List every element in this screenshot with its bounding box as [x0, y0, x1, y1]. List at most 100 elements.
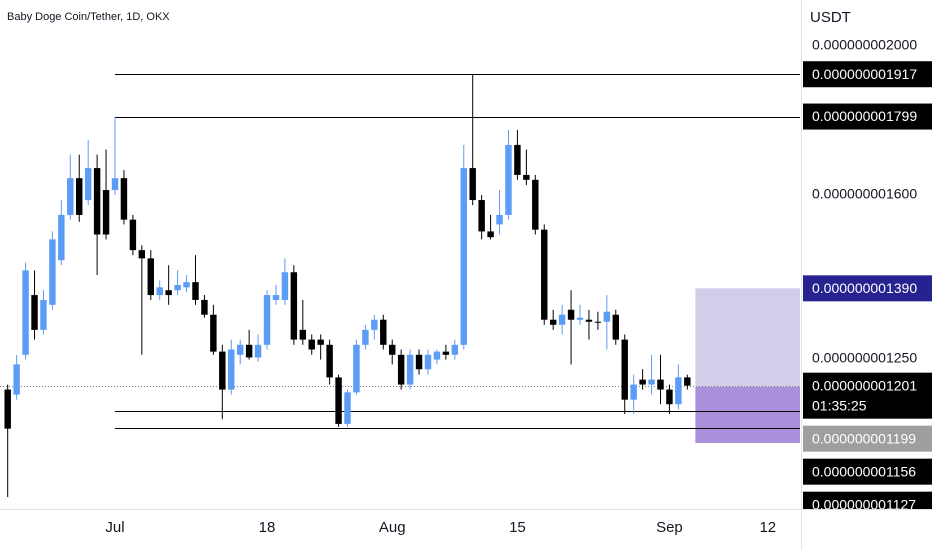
- candle-body: [541, 229, 548, 320]
- price-label-box: [803, 458, 932, 485]
- candle-body: [487, 231, 494, 238]
- candle-body: [22, 270, 29, 355]
- stop-zone: [695, 386, 800, 443]
- candle-body: [389, 344, 396, 355]
- chart-title: Baby Doge Coin/Tether, 1D, OKX: [7, 11, 170, 23]
- price-axis: 0.000000002000 0.000000001600 0.0000000012…: [803, 37, 932, 512]
- candle-body: [451, 344, 459, 355]
- candle-body: [290, 272, 298, 340]
- candle-body: [424, 354, 432, 370]
- candle-body: [31, 295, 38, 330]
- candle-body: [236, 344, 244, 355]
- price-label: 0.000000001199: [812, 430, 916, 446]
- candle-body: [585, 319, 593, 322]
- candle-body: [505, 144, 512, 215]
- candle-body: [630, 384, 637, 400]
- candle-body: [4, 389, 11, 429]
- candle-body: [245, 344, 253, 358]
- candle-body: [612, 314, 620, 340]
- price-label-box: [803, 61, 932, 88]
- price-label: 0.000000001201: [812, 377, 917, 393]
- candle-body: [254, 344, 262, 358]
- candle-body: [84, 168, 92, 201]
- candle-body: [397, 354, 405, 385]
- candle-body: [603, 311, 611, 322]
- candle-body: [76, 178, 83, 215]
- price-label-box: [803, 103, 932, 130]
- candle-body: [567, 309, 575, 320]
- candle-body: [174, 284, 181, 291]
- x-tick-label: Jul: [105, 519, 124, 536]
- y-tick-label: 0.000000001600: [812, 185, 917, 201]
- candle-body: [353, 344, 360, 393]
- candle-body: [442, 351, 450, 355]
- price-label-box: [803, 275, 932, 302]
- y-unit: USDT: [810, 9, 851, 26]
- candle-body: [344, 392, 351, 424]
- candle-body: [102, 190, 110, 235]
- candle-body: [120, 178, 128, 220]
- candle-body: [415, 354, 423, 370]
- candle-body: [666, 389, 673, 405]
- candle-body: [326, 344, 333, 378]
- candle-body: [272, 295, 280, 300]
- price-label: 0.000000001917: [812, 66, 917, 82]
- candle-body: [639, 379, 646, 385]
- y-tick-label: 0.000000002000: [812, 37, 917, 53]
- price-label-box: [803, 425, 932, 452]
- candle-body: [308, 339, 315, 350]
- countdown: 01:35:25: [812, 397, 867, 413]
- candle-body: [621, 339, 628, 400]
- candle-body: [406, 354, 414, 385]
- plot-area: [0, 74, 800, 498]
- candle-body: [558, 314, 566, 325]
- candle-body: [165, 290, 172, 296]
- candle-body: [433, 351, 441, 360]
- candle-body: [219, 351, 226, 390]
- price-label: 0.000000001390: [812, 280, 917, 296]
- price-label: 0.000000001799: [812, 108, 917, 124]
- x-tick-label: Sep: [656, 519, 683, 536]
- candle-body: [549, 319, 557, 325]
- x-tick-label: 12: [759, 519, 776, 536]
- candle-body: [183, 282, 190, 288]
- candle-body: [523, 174, 530, 180]
- candle-body: [478, 200, 485, 232]
- candle-body: [201, 299, 208, 315]
- candle-body: [496, 214, 503, 225]
- candle-body: [371, 319, 378, 330]
- candle-body: [93, 168, 101, 235]
- candle-body: [13, 364, 20, 395]
- candle-body: [684, 377, 691, 386]
- candle-body: [532, 179, 539, 230]
- price-label: 0.000000001156: [812, 463, 916, 479]
- candle-body: [675, 377, 682, 405]
- candle-body: [147, 258, 154, 296]
- candle-body: [138, 250, 146, 259]
- candle-body: [362, 329, 369, 345]
- price-label-box: [803, 491, 932, 509]
- candle-body: [210, 314, 217, 352]
- candle-body: [129, 219, 137, 251]
- x-tick-label: 15: [509, 519, 526, 536]
- candle-body: [156, 287, 163, 296]
- candle-body: [281, 272, 289, 300]
- price-label: 0.000000001127: [812, 496, 916, 512]
- price-label-box: [803, 372, 932, 419]
- candle-body: [594, 321, 602, 323]
- candle-body: [317, 339, 324, 345]
- candle-body: [380, 319, 387, 345]
- y-tick-label: 0.000000001250: [812, 350, 917, 366]
- candle-body: [192, 282, 199, 300]
- candle-body: [111, 178, 119, 191]
- target-zone: [695, 288, 800, 387]
- candle-body: [67, 178, 74, 215]
- x-tick-label: 18: [259, 519, 276, 536]
- x-tick-label: Aug: [379, 519, 406, 536]
- candle-body: [514, 144, 521, 175]
- candle-body: [576, 317, 584, 320]
- candle-body: [40, 299, 47, 330]
- candle-body: [49, 239, 56, 305]
- candle-body: [648, 379, 655, 385]
